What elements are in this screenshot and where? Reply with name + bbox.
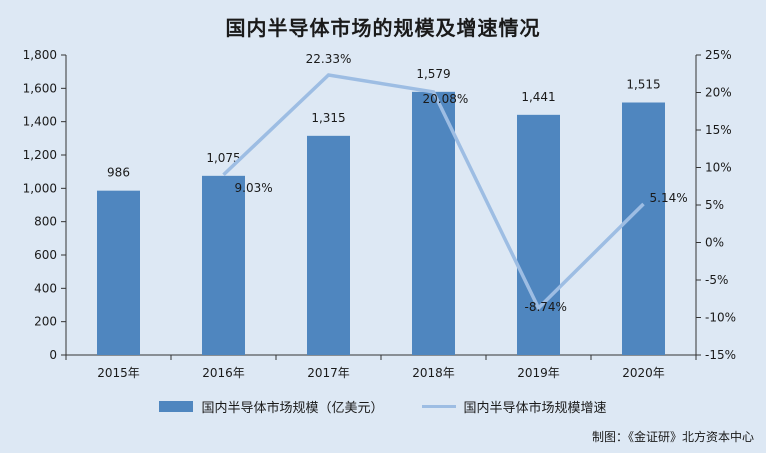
legend-swatch-bar [159, 401, 194, 412]
legend-swatch-line [421, 405, 456, 408]
y-right-tick-label: 5% [705, 198, 724, 212]
x-tick-label: 2020年 [622, 366, 665, 380]
growth-line [222, 73, 645, 312]
y-left-tick-label: 1,000 [23, 181, 57, 195]
x-tick-label: 2019年 [517, 366, 560, 380]
bar-value-label: 1,075 [206, 151, 240, 165]
bar-value-label: 1,579 [416, 67, 450, 81]
line-value-label: 20.08% [423, 92, 469, 106]
line-value-label: 22.33% [306, 52, 352, 66]
line-value-label: 9.03% [235, 181, 273, 195]
y-left-tick-label: 800 [34, 215, 57, 229]
legend-label-line: 国内半导体市场规模增速 [463, 401, 607, 416]
y-right-tick-label: 20% [705, 86, 732, 100]
x-tick-label: 2016年 [202, 366, 245, 380]
x-tick-label: 2015年 [97, 366, 140, 380]
y-right-tick-label: -5% [705, 273, 728, 287]
line-value-label: -8.74% [525, 300, 567, 314]
y-left-tick-label: 1,800 [23, 48, 57, 62]
source-note: 制图：《金证研》北方资本中心 [591, 430, 754, 444]
bar [202, 175, 245, 355]
y-left-tick-label: 400 [34, 281, 57, 295]
y-left-tick-label: 1,200 [23, 148, 57, 162]
y-right-tick-label: -10% [705, 311, 736, 325]
x-tick-label: 2018年 [412, 366, 455, 380]
legend-item-bar: 国内半导体市场规模（亿美元） [159, 397, 384, 416]
y-right-tick-label: -15% [705, 348, 736, 362]
bar [412, 91, 455, 355]
bar-value-label: 1,441 [521, 90, 555, 104]
legend-item-line: 国内半导体市场规模增速 [421, 397, 607, 416]
bar [622, 102, 665, 355]
y-right-tick-label: 10% [705, 161, 732, 175]
bar [97, 190, 140, 355]
line-value-label: 5.14% [650, 191, 688, 205]
y-left-tick-label: 1,600 [23, 81, 57, 95]
bar-value-label: 986 [107, 166, 130, 180]
legend-label-bar: 国内半导体市场规模（亿美元） [201, 401, 384, 416]
bar [517, 114, 560, 355]
bar [307, 135, 350, 355]
chart-title: 国内半导体市场的规模及增速情况 [225, 16, 541, 40]
x-tick-label: 2017年 [307, 366, 350, 380]
y-left-tick-label: 1,400 [23, 115, 57, 129]
bar-value-label: 1,315 [311, 111, 345, 125]
y-left-tick-label: 600 [34, 248, 57, 262]
bar-value-label: 1,515 [626, 78, 660, 92]
y-right-tick-label: 15% [705, 123, 732, 137]
chart-legend: 国内半导体市场规模（亿美元） 国内半导体市场规模增速 [0, 397, 766, 416]
y-right-tick-label: 0% [705, 236, 724, 250]
y-right-tick-label: 25% [705, 48, 732, 62]
y-left-tick-label: 200 [34, 315, 57, 329]
y-left-tick-label: 0 [49, 348, 57, 362]
